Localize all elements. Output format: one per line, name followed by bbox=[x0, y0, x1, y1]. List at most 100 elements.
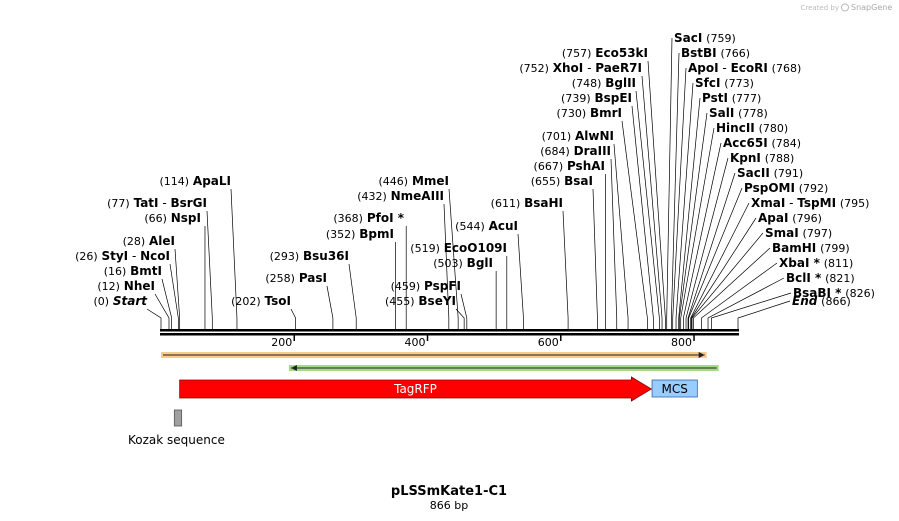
site-lines bbox=[146, 37, 792, 329]
enzyme-name: BpmI bbox=[359, 227, 394, 241]
site-position: (446) bbox=[379, 175, 409, 188]
site-line bbox=[154, 293, 170, 329]
site-line bbox=[647, 60, 666, 329]
site-label-tati: (77) TatI - BsrGI bbox=[107, 196, 207, 210]
site-line bbox=[710, 292, 792, 329]
site-position: (784) bbox=[772, 137, 802, 150]
site-position: (352) bbox=[326, 228, 356, 241]
site-label-nmeaiii: (432) NmeAIII bbox=[357, 189, 444, 203]
site-position: (432) bbox=[357, 190, 387, 203]
site-label-draiii: (684) DraIII bbox=[540, 144, 611, 158]
feature-label: MCS bbox=[662, 382, 688, 396]
site-line bbox=[592, 188, 598, 329]
site-line bbox=[348, 263, 357, 329]
enzyme-name: BmtI bbox=[130, 264, 162, 278]
site-label-eco53ki: (757) Eco53kI bbox=[562, 46, 648, 60]
enzyme-name: KpnI bbox=[730, 151, 761, 165]
site-line bbox=[685, 157, 729, 329]
ruler-tick-label: 400 bbox=[405, 336, 426, 349]
ruler-tick-label: 800 bbox=[671, 336, 692, 349]
site-label-bsu36i: (293) Bsu36I bbox=[270, 249, 349, 263]
site-label-apali: (114) ApaLI bbox=[159, 174, 231, 188]
feature-label: Kozak sequence bbox=[128, 433, 225, 447]
site-line bbox=[687, 172, 736, 329]
site-line bbox=[678, 97, 701, 329]
site-position: (684) bbox=[540, 145, 570, 158]
enzyme-name: TatI bbox=[134, 196, 159, 210]
site-line bbox=[562, 210, 569, 329]
site-position: (780) bbox=[759, 122, 789, 135]
site-line bbox=[146, 308, 162, 329]
site-position: (799) bbox=[820, 242, 850, 255]
site-line bbox=[683, 142, 722, 329]
site-label-pasi: (258) PasI bbox=[265, 271, 327, 285]
enzyme-name: BsaHI bbox=[524, 196, 563, 210]
enzyme-name: PasI bbox=[299, 271, 327, 285]
features: TagRFP MCS Kozak sequence bbox=[128, 376, 698, 447]
site-label-bamhi: BamHI (799) bbox=[772, 241, 850, 255]
site-label-tsoi: (202) TsoI bbox=[231, 294, 291, 308]
site-label-sfci: SfcI (773) bbox=[695, 76, 754, 90]
feature-mcs-box bbox=[651, 379, 698, 398]
site-position: (611) bbox=[491, 197, 521, 210]
site-position: (26) bbox=[75, 250, 98, 263]
site-label-pshai: (667) PshAI bbox=[534, 159, 605, 173]
enzyme-name: Acc65I bbox=[723, 136, 768, 150]
enzyme-name: BmrI bbox=[590, 106, 622, 120]
site-label-pspomi: PspOMI (792) bbox=[744, 181, 828, 195]
site-label-bsai: (655) BsaI bbox=[531, 174, 593, 188]
enzyme-name: PspOMI bbox=[744, 181, 795, 195]
enzyme-name: AlwNI bbox=[575, 129, 614, 143]
site-line bbox=[206, 210, 213, 329]
enzyme-name: PstI bbox=[702, 91, 728, 105]
enzyme-name: BstBI bbox=[681, 46, 717, 60]
site-position: (795) bbox=[840, 197, 870, 210]
site-position: (821) bbox=[825, 272, 855, 285]
site-line bbox=[631, 105, 654, 329]
site-position: (796) bbox=[792, 212, 822, 225]
site-position: (114) bbox=[159, 175, 189, 188]
site-line bbox=[680, 127, 715, 329]
site-separator: - bbox=[719, 61, 731, 75]
site-position: (777) bbox=[732, 92, 762, 105]
ruler-tick-label: 200 bbox=[271, 336, 292, 349]
site-line bbox=[161, 278, 173, 329]
site-separator: - bbox=[785, 196, 797, 210]
enzyme-name: BclI * bbox=[786, 271, 822, 285]
enzyme-name: SfcI bbox=[695, 76, 720, 90]
site-label-psti: PstI (777) bbox=[702, 91, 761, 105]
site-label-mmei: (446) MmeI bbox=[379, 174, 449, 188]
site-label-bspei: (739) BspEI bbox=[561, 91, 632, 105]
site-position: (519) bbox=[410, 242, 440, 255]
feature-label: TagRFP bbox=[393, 382, 437, 396]
site-label-apai: ApaI (796) bbox=[758, 211, 822, 225]
site-line bbox=[691, 217, 757, 329]
site-position: (759) bbox=[706, 32, 736, 45]
site-label-hincii: HincII (780) bbox=[716, 121, 788, 135]
enzyme-name: DraIII bbox=[574, 144, 611, 158]
site-line bbox=[230, 188, 238, 329]
site-label-xmai: XmaI - TspMI (795) bbox=[751, 196, 869, 210]
enzyme-name: EcoRI bbox=[731, 61, 768, 75]
site-label-bmti: (16) BmtI bbox=[104, 264, 162, 278]
enzyme-name: SacII bbox=[737, 166, 770, 180]
enzyme-name: TspMI bbox=[797, 196, 836, 210]
site-line bbox=[460, 293, 468, 329]
site-line bbox=[641, 75, 663, 329]
site-position: (866) bbox=[821, 295, 851, 308]
enzyme-name: SalI bbox=[709, 106, 734, 120]
enzyme-name: NcoI bbox=[140, 249, 170, 263]
site-label-smai: SmaI (797) bbox=[765, 226, 832, 240]
site-position: (66) bbox=[144, 212, 167, 225]
site-line bbox=[455, 308, 465, 329]
enzyme-name: StyI bbox=[101, 249, 128, 263]
site-position: (455) bbox=[385, 295, 415, 308]
site-label-xhoi: (752) XhoI - PaeR7I bbox=[519, 61, 642, 75]
site-label-nhei: (12) NheI bbox=[97, 279, 155, 293]
enzyme-name: BspEI bbox=[594, 91, 632, 105]
site-position: (757) bbox=[562, 47, 592, 60]
site-label-styi: (26) StyI - NcoI bbox=[75, 249, 170, 263]
site-position: (12) bbox=[97, 280, 120, 293]
ruler: 200 400 600 800 bbox=[271, 335, 695, 349]
site-label-bglii: (748) BglII bbox=[572, 76, 636, 90]
